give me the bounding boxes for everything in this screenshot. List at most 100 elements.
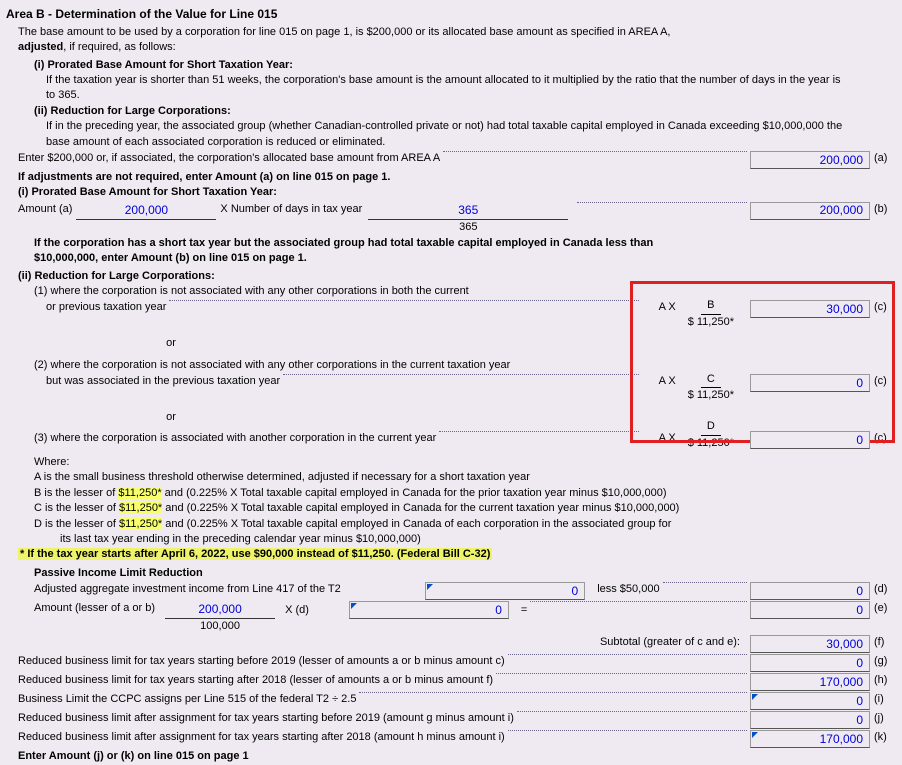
ii-heading-2: (ii) Reduction for Large Corporations: — [18, 269, 894, 284]
value-box-c2[interactable]: 0 — [750, 374, 870, 392]
dots — [443, 151, 747, 152]
intro-text: The base amount to be used by a corporat… — [18, 25, 894, 56]
v-xdin: 0 — [495, 602, 502, 619]
frac-d: D $ 11,250* — [682, 419, 740, 451]
amount-a-field[interactable]: 200,000 — [76, 202, 216, 220]
letter-b: (b) — [870, 202, 894, 217]
where-b: B is the lesser of $11,250* and (0.225% … — [34, 486, 894, 501]
short-tax2: $10,000,000, enter Amount (b) on line 01… — [34, 252, 307, 264]
letter-h: (h) — [870, 673, 894, 688]
pilr-amt-label: Amount (lesser of a or b) — [34, 601, 155, 616]
value-b: 200,000 — [820, 202, 863, 219]
i-text: If the taxation year is shorter than 51 … — [46, 73, 894, 104]
intro-ln1: The base amount to be used by a corporat… — [18, 26, 670, 38]
eq-label: = — [521, 603, 527, 618]
frac-b-num: B — [701, 298, 720, 314]
ii-heading: (ii) Reduction for Large Corporations: — [34, 104, 894, 119]
row-j: Reduced business limit after assignment … — [18, 711, 894, 729]
value-box-h[interactable]: 170,000 — [750, 673, 870, 691]
letter-d: (d) — [870, 582, 894, 597]
row-h: Reduced business limit for tax years sta… — [18, 673, 894, 691]
dots — [530, 601, 747, 602]
case3-text: (3) where the corporation is associated … — [34, 431, 436, 446]
star-note: * If the tax year starts after April 6, … — [18, 547, 894, 562]
dots — [283, 374, 639, 375]
frac-d-den: $ 11,250* — [682, 436, 740, 451]
pilr-heading: Passive Income Limit Reduction — [34, 566, 894, 581]
value-box-j[interactable]: 0 — [750, 711, 870, 729]
pilr-amt-num[interactable]: 200,000 — [165, 601, 275, 619]
hl-c: $11,250* — [119, 502, 162, 514]
dots — [663, 582, 747, 583]
value-c3: 0 — [856, 432, 863, 449]
intro-rest: , if required, as follows: — [63, 41, 176, 53]
value-box-i[interactable]: 0 — [750, 692, 870, 710]
hl-b: $11,250* — [118, 487, 161, 499]
pilr-100k: 100,000 — [200, 619, 240, 634]
value-box-k[interactable]: 170,000 — [750, 730, 870, 748]
value-a: 200,000 — [820, 152, 863, 169]
noadj-note: If adjustments are not required, enter A… — [18, 170, 894, 185]
value-c2: 0 — [856, 375, 863, 392]
value-box-d[interactable]: 0 — [750, 582, 870, 600]
where-block: Where: A is the small business threshold… — [34, 455, 894, 547]
i-heading-2: (i) Prorated Base Amount for Short Taxat… — [18, 185, 894, 200]
letter-k: (k) — [870, 730, 894, 745]
ri-label: Business Limit the CCPC assigns per Line… — [18, 692, 356, 707]
wb1: B is the lesser of — [34, 487, 118, 499]
value-box-b[interactable]: 200,000 — [750, 202, 870, 220]
case2-line1: (2) where the corporation is not associa… — [34, 358, 894, 373]
letter-e: (e) — [870, 601, 894, 616]
dots — [577, 202, 747, 203]
value-box-c3[interactable]: 0 — [750, 431, 870, 449]
wb2: and (0.225% X Total taxable capital empl… — [162, 487, 667, 499]
v-d: 0 — [856, 583, 863, 600]
tri-icon — [427, 584, 433, 590]
i-text1: If the taxation year is shorter than 51 … — [46, 74, 841, 86]
case2-line2: but was associated in the previous taxat… — [46, 374, 280, 389]
enter-200k-row: Enter $200,000 or, if associated, the co… — [18, 151, 894, 169]
dots — [508, 654, 747, 655]
value-box-din[interactable]: 0 — [425, 582, 585, 600]
case2-row: but was associated in the previous taxat… — [46, 374, 894, 404]
case3-row: (3) where the corporation is associated … — [34, 431, 894, 451]
or-1: or — [6, 336, 336, 351]
value-box-e[interactable]: 0 — [750, 601, 870, 619]
i-heading: (i) Prorated Base Amount for Short Taxat… — [34, 58, 894, 73]
enter-label: Enter $200,000 or, if associated, the co… — [18, 151, 440, 166]
pilr-adj-label: Adjusted aggregate investment income fro… — [34, 582, 341, 597]
ax-2: A X — [642, 374, 682, 389]
days-num[interactable]: 365 — [368, 202, 568, 220]
frac-c-den: $ 11,250* — [682, 388, 740, 403]
dots — [496, 673, 747, 674]
where-a: A is the small business threshold otherw… — [34, 470, 894, 485]
value-box-f[interactable]: 30,000 — [750, 635, 870, 653]
v-k: 170,000 — [820, 731, 863, 748]
row-k: Reduced business limit after assignment … — [18, 730, 894, 748]
dots — [508, 730, 747, 731]
dots — [359, 692, 747, 693]
dots — [169, 300, 638, 301]
short-tax-note: If the corporation has a short tax year … — [34, 236, 894, 267]
v-j: 0 — [856, 712, 863, 729]
rk-label: Reduced business limit after assignment … — [18, 730, 505, 745]
where-c: C is the lesser of $11,250* and (0.225% … — [34, 501, 894, 516]
v-h: 170,000 — [820, 674, 863, 691]
value-box-c1[interactable]: 30,000 — [750, 300, 870, 318]
v-e: 0 — [856, 602, 863, 619]
value-box-a[interactable]: 200,000 — [750, 151, 870, 169]
value-box-g[interactable]: 0 — [750, 654, 870, 672]
days-den: 365 — [459, 220, 477, 235]
star-note-hl: * If the tax year starts after April 6, … — [18, 548, 492, 560]
dots — [439, 431, 638, 432]
where-d: D is the lesser of $11,250* and (0.225% … — [34, 517, 894, 532]
v-i: 0 — [856, 693, 863, 710]
intro-adjusted: adjusted — [18, 41, 63, 53]
rg-label: Reduced business limit for tax years sta… — [18, 654, 505, 669]
wd0: D is the lesser of — [34, 518, 119, 530]
value-box-xdin[interactable]: 0 — [349, 601, 509, 619]
case1-row: or previous taxation year A X B $ 11,250… — [46, 300, 894, 330]
area-b-title: Area B - Determination of the Value for … — [6, 6, 894, 23]
v-g: 0 — [856, 655, 863, 672]
frac-c: C $ 11,250* — [682, 372, 740, 404]
